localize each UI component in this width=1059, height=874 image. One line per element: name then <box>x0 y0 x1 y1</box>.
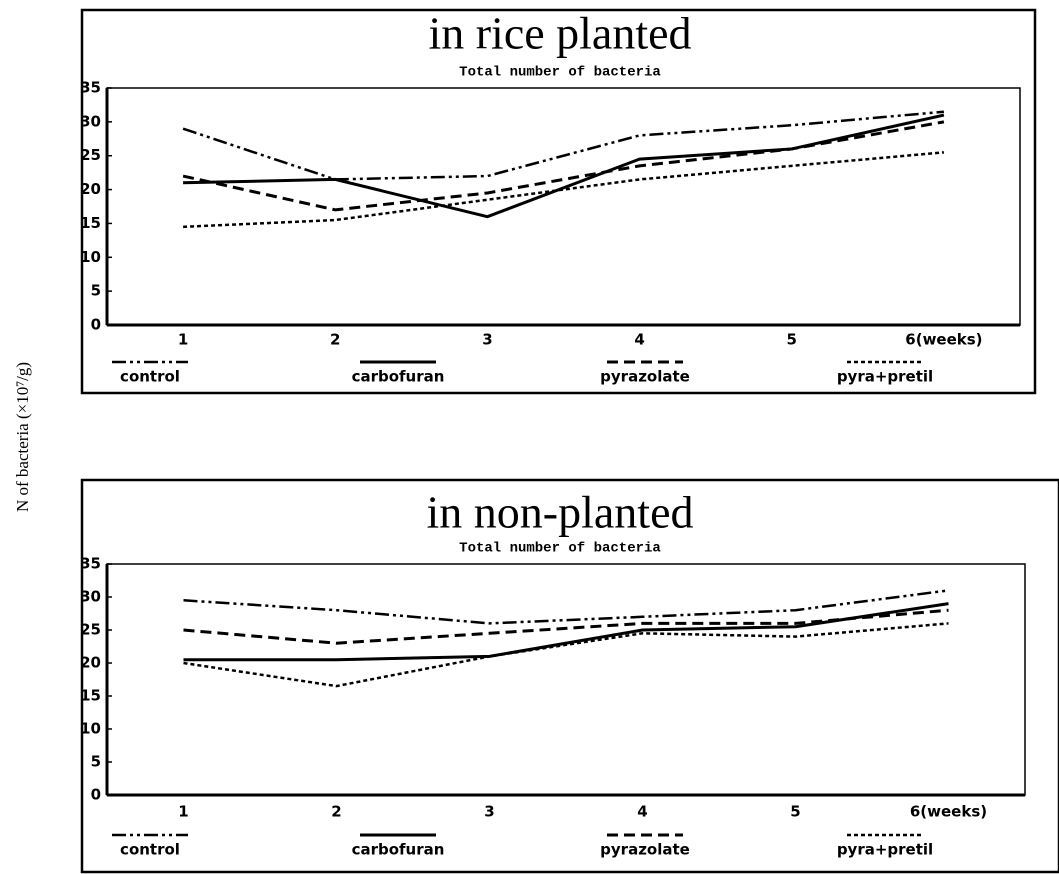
frame <box>80 8 1037 395</box>
y-tick-label: 20 <box>80 654 101 672</box>
legend-label: control <box>120 841 180 859</box>
y-tick-label: 0 <box>91 316 101 334</box>
series-line <box>183 622 949 688</box>
chart-title: in non-planted <box>427 487 694 538</box>
y-tick-label: 15 <box>80 687 101 705</box>
legend-label: pyrazolate <box>600 368 690 386</box>
plot-area <box>106 87 1021 326</box>
y-tick-label: 5 <box>91 282 101 300</box>
x-tick-label: 4 <box>637 803 647 821</box>
frame <box>80 478 1059 874</box>
x-tick-label: 2 <box>331 803 341 821</box>
series-line <box>183 602 949 662</box>
chart-subtitle: Total number of bacteria <box>459 541 661 557</box>
y-tick-label: 10 <box>80 720 101 738</box>
y-tick-label: 25 <box>80 146 101 164</box>
series-line <box>183 589 949 625</box>
x-tick-label: 3 <box>482 331 492 349</box>
x-tick-label: 5 <box>787 331 797 349</box>
chart-subtitle: Total number of bacteria <box>459 65 661 81</box>
x-tick-label: 6(weeks) <box>905 331 982 349</box>
chart-title: in rice planted <box>428 8 691 59</box>
y-tick-label: 5 <box>91 753 101 771</box>
y-tick-label: 30 <box>80 588 101 606</box>
y-tick-label: 0 <box>91 786 101 804</box>
series-line <box>183 113 945 219</box>
y-tick-label: 10 <box>80 248 101 266</box>
x-tick-label: 1 <box>178 803 188 821</box>
legend-label: pyrazolate <box>600 841 690 859</box>
x-tick-label: 1 <box>178 331 188 349</box>
y-tick-label: 35 <box>80 79 101 97</box>
x-tick-label: 4 <box>634 331 644 349</box>
y-tick-label: 30 <box>80 112 101 130</box>
y-tick-label: 20 <box>80 180 101 198</box>
x-tick-label: 3 <box>484 803 494 821</box>
legend-label: carbofuran <box>352 368 445 386</box>
legend-label: pyra+pretil <box>837 841 933 859</box>
x-tick-label: 6(weeks) <box>910 803 987 821</box>
x-tick-label: 5 <box>790 803 800 821</box>
legend-label: control <box>120 368 180 386</box>
x-tick-label: 2 <box>330 331 340 349</box>
y-tick-label: 25 <box>80 621 101 639</box>
y-axis-label: N of bacteria (×10⁷/g) <box>13 362 32 512</box>
legend-label: pyra+pretil <box>837 368 933 386</box>
series-line <box>182 110 945 181</box>
y-tick-label: 15 <box>80 214 101 232</box>
y-tick-label: 35 <box>80 555 101 573</box>
series-line <box>183 608 949 645</box>
legend-label: carbofuran <box>352 841 445 859</box>
series-line <box>182 120 945 212</box>
series-line <box>183 151 945 229</box>
